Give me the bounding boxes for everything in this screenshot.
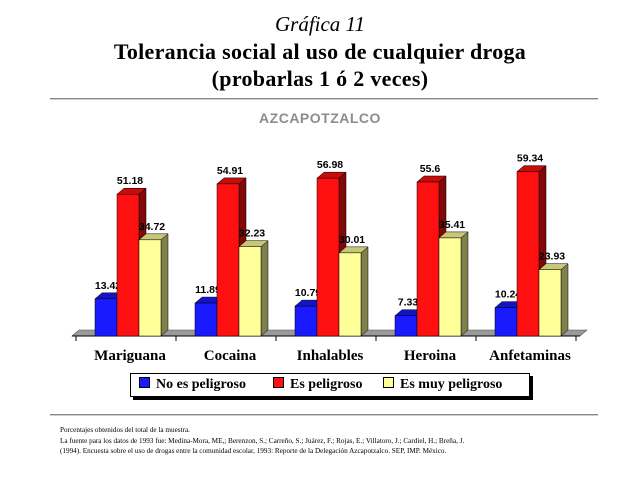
data-label: 54.91 bbox=[217, 165, 243, 177]
bar bbox=[216, 183, 240, 337]
legend-item-es-peligroso: Es peligroso bbox=[273, 377, 362, 393]
bar-side bbox=[160, 233, 169, 337]
x-tick-label: Cocaina bbox=[204, 348, 257, 364]
bar bbox=[494, 307, 518, 337]
legend-item-no-es-peligroso: No es peligroso bbox=[139, 377, 246, 393]
data-label: 32.23 bbox=[239, 228, 265, 240]
bar-side bbox=[560, 263, 569, 337]
bar bbox=[338, 252, 362, 337]
bar-side bbox=[460, 231, 469, 337]
chart-title-line-2: (probarlas 1 ó 2 veces) bbox=[211, 66, 429, 91]
bar bbox=[538, 269, 562, 337]
data-label: 55.6 bbox=[420, 163, 441, 175]
data-label: 56.98 bbox=[317, 159, 343, 171]
data-label: 11.89 bbox=[195, 284, 221, 296]
data-label: 13.42 bbox=[95, 280, 121, 292]
legend: No es peligroso Es peligroso Es muy peli… bbox=[130, 373, 530, 397]
footnote: Porcentajes obtenidos del total de la mu… bbox=[60, 425, 580, 457]
data-label: 59.34 bbox=[517, 153, 543, 165]
data-label: 34.72 bbox=[139, 221, 165, 233]
footnote-line-2: La fuente para los datos de 1993 fue: Me… bbox=[60, 436, 465, 445]
legend-swatch-red bbox=[273, 377, 284, 388]
bar bbox=[194, 302, 218, 337]
legend-swatch-yellow bbox=[383, 377, 394, 388]
bar bbox=[238, 246, 262, 337]
data-label: 30.01 bbox=[339, 234, 365, 246]
x-tick-label: Heroina bbox=[404, 348, 457, 364]
chart-title: Tolerancia social al uso de cualquier dr… bbox=[0, 38, 640, 92]
bottom-divider bbox=[50, 414, 598, 416]
bar bbox=[438, 237, 462, 337]
x-tick-label: Mariguana bbox=[94, 348, 166, 364]
top-divider bbox=[50, 98, 598, 100]
bar bbox=[94, 298, 118, 337]
footnote-line-1: Porcentajes obtenidos del total de la mu… bbox=[60, 426, 190, 434]
data-label: 35.41 bbox=[439, 219, 465, 231]
data-label: 10.79 bbox=[295, 287, 321, 299]
bar bbox=[316, 177, 340, 337]
x-tick-label: Anfetaminas bbox=[489, 348, 571, 364]
data-label: 23.93 bbox=[539, 251, 565, 263]
chart-subtitle: AZCAPOTZALCO bbox=[259, 110, 381, 126]
bar bbox=[516, 171, 540, 337]
legend-label: Es peligroso bbox=[290, 377, 363, 392]
legend-swatch-blue bbox=[139, 377, 150, 388]
data-label: 10.24 bbox=[495, 289, 521, 301]
graph-number: Gráfica 11 bbox=[274, 12, 366, 36]
data-label: 51.18 bbox=[117, 175, 143, 187]
legend-label: No es peligroso bbox=[156, 377, 246, 392]
legend-label: Es muy peligroso bbox=[400, 377, 503, 392]
bar-chart: 13.42 51.18 34.72 Mariguana 11.89 54.91 32.23 C… bbox=[71, 153, 588, 364]
bar bbox=[116, 193, 140, 337]
chart-title-line-1: Tolerancia social al uso de cualquier dr… bbox=[113, 39, 527, 64]
x-tick-label: Inhalables bbox=[297, 348, 364, 364]
legend-item-es-muy-peligroso: Es muy peligroso bbox=[383, 377, 502, 393]
footnote-line-3: (1994). Encuesta sobre el uso de drogas … bbox=[60, 447, 447, 455]
bar bbox=[394, 315, 418, 337]
bar-side bbox=[360, 246, 369, 337]
bar bbox=[294, 305, 318, 337]
bar-side bbox=[260, 240, 269, 337]
bar bbox=[138, 239, 162, 337]
bar bbox=[416, 181, 440, 337]
data-label: 7.33 bbox=[398, 297, 419, 309]
